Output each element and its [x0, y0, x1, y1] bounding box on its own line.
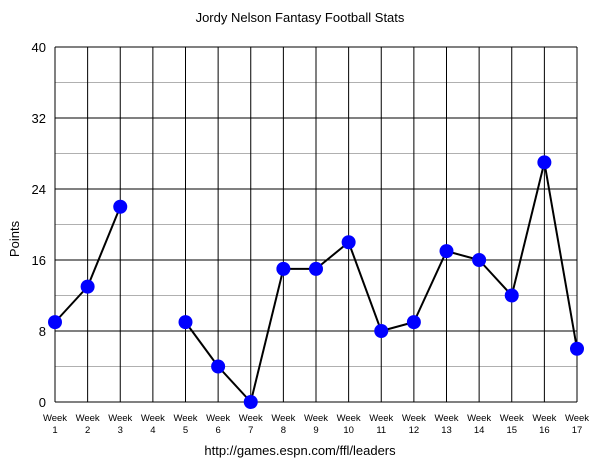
- y-axis: 0 8 16 24 32 40: [32, 40, 46, 410]
- y-tick-label: 16: [32, 253, 46, 268]
- series-line-segment: [347, 241, 383, 332]
- data-point: [48, 315, 62, 330]
- x-tick-label: Week 7: [239, 413, 263, 436]
- data-point: [211, 359, 226, 374]
- y-tick-label: 40: [32, 40, 46, 55]
- data-point: [570, 341, 584, 356]
- x-tick-label: Week 2: [76, 413, 100, 436]
- series-line-segment: [86, 206, 122, 288]
- x-tick-label: Week 12: [402, 413, 426, 436]
- x-tick-label: Week 5: [173, 413, 197, 436]
- data-point: [276, 261, 291, 276]
- x-tick-label: Week 14: [467, 413, 491, 436]
- y-tick-label: 0: [39, 395, 46, 410]
- x-tick-label: Week 4: [141, 413, 165, 436]
- data-point: [537, 155, 552, 170]
- series: [48, 155, 584, 409]
- grid: [54, 46, 578, 403]
- data-point: [504, 288, 519, 303]
- x-tick-label: Week 16: [532, 413, 556, 436]
- x-tick-label: Week 17: [565, 413, 589, 436]
- series-line-segment: [412, 250, 448, 323]
- data-point: [374, 324, 389, 338]
- y-tick-label: 24: [32, 182, 46, 197]
- x-tick-label: Week 1: [43, 413, 67, 436]
- series-line-segment: [54, 285, 89, 323]
- series-line-segment: [184, 321, 219, 368]
- data-point: [113, 199, 128, 214]
- x-tick-label: Week 3: [108, 413, 132, 436]
- y-axis-label: Points: [7, 220, 22, 257]
- data-point: [178, 315, 193, 330]
- chart-title: Jordy Nelson Fantasy Football Stats: [196, 10, 405, 25]
- x-axis: Week 1 Week 2 Week 3 Week 4 Week 5 Week 6 Week 7 Week 8…: [43, 413, 589, 436]
- x-tick-label: Week 11: [369, 413, 393, 436]
- x-tick-label: Week 9: [304, 413, 328, 436]
- data-point: [341, 235, 356, 250]
- data-point: [472, 253, 487, 267]
- x-tick-label: Week 6: [206, 413, 230, 436]
- source-url: http://games.espn.com/ffl/leaders: [204, 443, 396, 458]
- series-line-segment: [478, 259, 513, 297]
- series-line-segment: [217, 365, 252, 403]
- data-point: [80, 279, 95, 294]
- y-tick-label: 32: [32, 111, 46, 126]
- x-tick-label: Week 10: [337, 413, 361, 436]
- series-line-segment: [315, 241, 350, 270]
- series-line-segment: [510, 162, 546, 296]
- series-line-segment: [249, 268, 285, 403]
- x-tick-label: Week 15: [500, 413, 524, 436]
- data-point: [406, 315, 421, 330]
- series-line-segment: [543, 162, 578, 349]
- x-tick-label: Week 8: [271, 413, 295, 436]
- data-point: [243, 395, 258, 409]
- data-point: [439, 244, 454, 259]
- x-tick-label: Week 13: [434, 413, 458, 436]
- data-point: [309, 261, 323, 276]
- y-tick-label: 8: [39, 324, 46, 339]
